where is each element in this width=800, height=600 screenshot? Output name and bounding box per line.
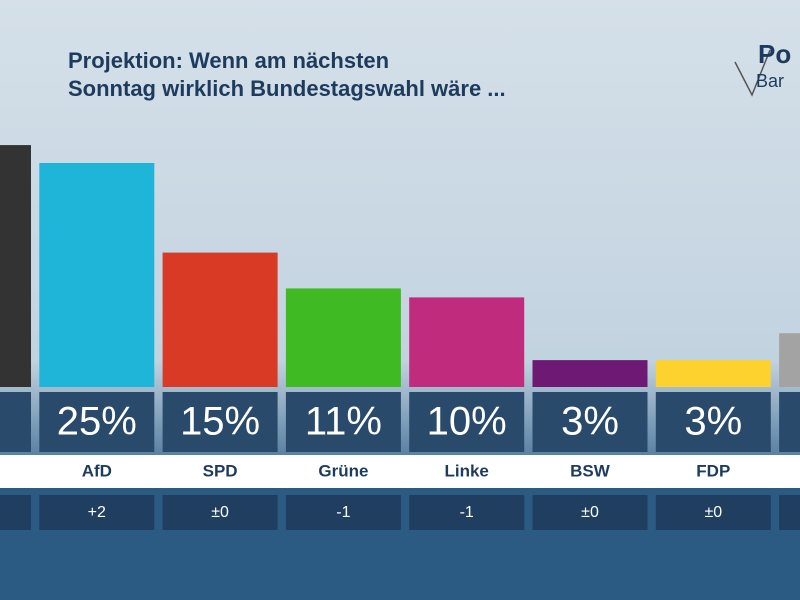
name-strip [0, 455, 800, 488]
logo-mark [734, 49, 771, 97]
bar [39, 163, 155, 387]
category-label: AfD [82, 461, 112, 480]
value-label: 11% [305, 400, 382, 444]
bar [655, 360, 771, 387]
value-label: 3% [561, 400, 619, 444]
value-box [409, 392, 525, 452]
change-label: -1 [460, 504, 474, 521]
change-label: +2 [88, 504, 106, 521]
bar [779, 333, 800, 387]
change-box [285, 495, 401, 530]
change-box [655, 495, 771, 530]
bar [285, 288, 401, 387]
value-label: 10% [427, 400, 507, 444]
value-box [655, 392, 771, 452]
bar [409, 297, 525, 387]
value-box [779, 392, 800, 452]
category-label: FDP [696, 461, 730, 480]
logo-text: Po [758, 39, 791, 69]
category-label: SPD [203, 461, 238, 480]
value-box [0, 392, 31, 452]
value-label: 15% [180, 400, 260, 444]
change-box [779, 495, 800, 530]
logo-text: Bar [756, 71, 784, 91]
change-label: ±0 [211, 504, 229, 521]
change-box [39, 495, 155, 530]
change-box [532, 495, 648, 530]
category-label: BSW [570, 461, 611, 480]
change-box [409, 495, 525, 530]
change-label: ±0 [581, 504, 599, 521]
bar [162, 252, 278, 387]
value-box [532, 392, 648, 452]
change-box [162, 495, 278, 530]
value-box [162, 392, 278, 452]
value-box [285, 392, 401, 452]
title-line: Projektion: Wenn am nächsten [68, 48, 389, 73]
change-label: ±0 [704, 504, 722, 521]
value-box [39, 392, 155, 452]
value-label: 3% [684, 400, 742, 444]
category-label: Linke [444, 461, 488, 480]
bar [0, 145, 31, 387]
category-label: Grüne [318, 461, 368, 480]
bar [532, 360, 648, 387]
value-label: 25% [57, 400, 137, 444]
change-box [0, 495, 31, 530]
title-line: Sonntag wirklich Bundestagswahl wäre ... [68, 76, 506, 101]
change-label: -1 [336, 504, 350, 521]
